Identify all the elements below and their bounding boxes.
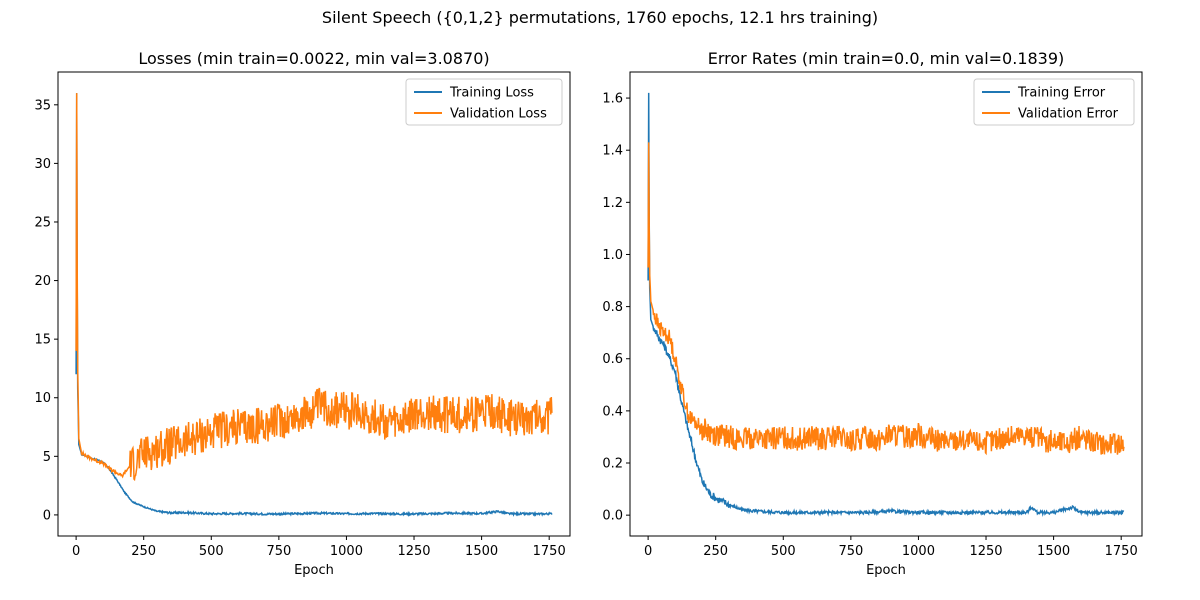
series-line-training-error — [647, 92, 1125, 518]
chart-title: Error Rates (min train=0.0, min val=0.18… — [708, 49, 1065, 68]
x-tick-label: 1500 — [1037, 544, 1070, 559]
y-tick-label: 20 — [34, 274, 51, 289]
x-tick-label: 250 — [131, 544, 156, 559]
chart-panel-1: Losses (min train=0.0022, min val=3.0870… — [34, 49, 571, 578]
legend-label: Validation Error — [1018, 107, 1119, 122]
x-tick-label: 0 — [644, 544, 652, 559]
legend: Training Error Validation Error — [973, 78, 1135, 126]
x-tick-label: 1000 — [330, 544, 363, 559]
x-axis-label: Epoch — [866, 563, 906, 578]
x-tick-label: 1750 — [1105, 544, 1138, 559]
x-axis-label: Epoch — [294, 563, 334, 578]
y-tick-label: 0.6 — [602, 352, 623, 367]
y-tick-label: 35 — [34, 98, 51, 113]
x-tick-label: 250 — [703, 544, 728, 559]
series-line-validation-loss — [75, 93, 553, 482]
y-tick-label: 0.2 — [602, 457, 623, 472]
x-tick-label: 750 — [266, 544, 291, 559]
legend-box — [973, 78, 1135, 126]
chart-title: Losses (min train=0.0022, min val=3.0870… — [138, 49, 489, 68]
x-tick-label: 0 — [72, 544, 80, 559]
legend: Training Loss Validation Loss — [405, 78, 563, 126]
y-tick-label: 0.0 — [602, 509, 623, 524]
x-tick-label: 750 — [838, 544, 863, 559]
y-tick-label: 0 — [43, 508, 51, 523]
x-tick-label: 500 — [199, 544, 224, 559]
chart-panel-2: Error Rates (min train=0.0, min val=0.18… — [602, 49, 1143, 578]
legend-box — [405, 78, 563, 126]
legend-label: Validation Loss — [450, 107, 547, 122]
plot-frame — [629, 71, 1143, 537]
legend-label: Training Error — [1017, 86, 1106, 101]
x-tick-label: 1750 — [533, 544, 566, 559]
y-tick-label: 1.6 — [602, 92, 623, 107]
plot-frame — [57, 71, 571, 537]
y-tick-label: 5 — [43, 450, 51, 465]
x-tick-label: 1000 — [902, 544, 935, 559]
y-tick-label: 0.8 — [602, 300, 623, 315]
y-tick-label: 1.0 — [602, 248, 623, 263]
y-tick-label: 30 — [34, 157, 51, 172]
x-tick-label: 1250 — [397, 544, 430, 559]
y-tick-label: 25 — [34, 215, 51, 230]
x-tick-label: 1250 — [969, 544, 1002, 559]
x-tick-label: 500 — [771, 544, 796, 559]
y-tick-label: 10 — [34, 391, 51, 406]
series-line-training-loss — [75, 93, 553, 518]
x-tick-label: 1500 — [465, 544, 498, 559]
y-tick-label: 1.2 — [602, 196, 623, 211]
y-tick-label: 1.4 — [602, 144, 623, 159]
legend-label: Training Loss — [449, 86, 534, 101]
series-line-validation-error — [647, 142, 1125, 456]
figure-title: Silent Speech ({0,1,2} permutations, 176… — [321, 8, 879, 27]
y-tick-label: 15 — [34, 333, 51, 348]
y-tick-label: 0.4 — [602, 404, 623, 419]
